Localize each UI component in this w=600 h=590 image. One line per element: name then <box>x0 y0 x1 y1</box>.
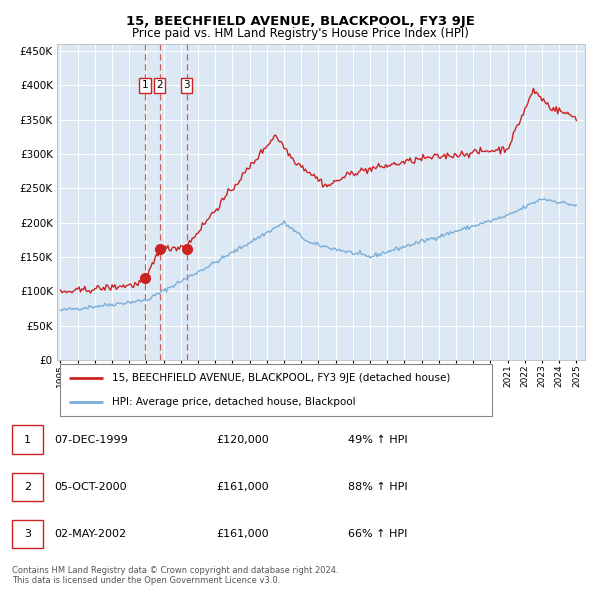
Text: £120,000: £120,000 <box>216 435 269 444</box>
Text: 2: 2 <box>24 482 31 491</box>
Text: Contains HM Land Registry data © Crown copyright and database right 2024.: Contains HM Land Registry data © Crown c… <box>12 566 338 575</box>
Text: £161,000: £161,000 <box>216 482 269 491</box>
Text: 3: 3 <box>183 80 190 90</box>
Text: This data is licensed under the Open Government Licence v3.0.: This data is licensed under the Open Gov… <box>12 576 280 585</box>
Text: Price paid vs. HM Land Registry's House Price Index (HPI): Price paid vs. HM Land Registry's House … <box>131 27 469 40</box>
Text: 02-MAY-2002: 02-MAY-2002 <box>54 529 126 539</box>
Text: 66% ↑ HPI: 66% ↑ HPI <box>348 529 407 539</box>
Text: £161,000: £161,000 <box>216 529 269 539</box>
Text: 1: 1 <box>24 435 31 444</box>
Text: 3: 3 <box>24 529 31 539</box>
Text: 07-DEC-1999: 07-DEC-1999 <box>54 435 128 444</box>
Text: HPI: Average price, detached house, Blackpool: HPI: Average price, detached house, Blac… <box>112 397 355 407</box>
Text: 05-OCT-2000: 05-OCT-2000 <box>54 482 127 491</box>
Text: 15, BEECHFIELD AVENUE, BLACKPOOL, FY3 9JE (detached house): 15, BEECHFIELD AVENUE, BLACKPOOL, FY3 9J… <box>112 373 450 383</box>
Text: 15, BEECHFIELD AVENUE, BLACKPOOL, FY3 9JE: 15, BEECHFIELD AVENUE, BLACKPOOL, FY3 9J… <box>125 15 475 28</box>
Text: 49% ↑ HPI: 49% ↑ HPI <box>348 435 407 444</box>
Text: 88% ↑ HPI: 88% ↑ HPI <box>348 482 407 491</box>
Text: 1: 1 <box>142 80 149 90</box>
Text: 2: 2 <box>156 80 163 90</box>
